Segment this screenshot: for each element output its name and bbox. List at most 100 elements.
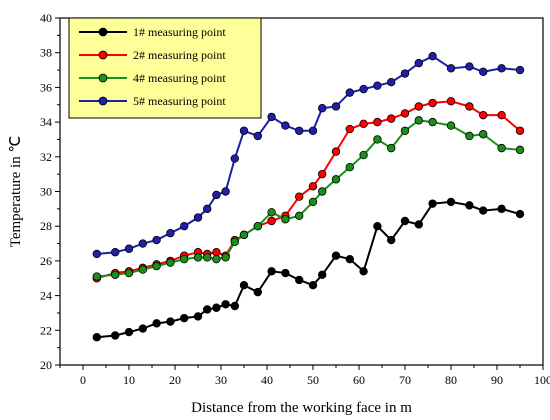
data-point — [497, 64, 506, 73]
data-point — [308, 280, 318, 290]
data-point — [267, 112, 276, 122]
data-point — [465, 131, 474, 141]
data-point — [345, 163, 354, 172]
series-layer — [92, 51, 525, 342]
data-point — [465, 62, 474, 71]
x-tick-label: 20 — [169, 373, 181, 387]
data-point — [497, 143, 506, 153]
data-point — [166, 228, 175, 238]
y-tick-label: 32 — [40, 150, 52, 164]
data-point — [239, 230, 249, 240]
data-point — [400, 109, 410, 118]
data-point — [221, 300, 230, 309]
data-point — [359, 267, 368, 276]
data-point — [202, 204, 212, 214]
data-point — [267, 267, 276, 276]
legend-marker — [98, 96, 108, 106]
data-point — [373, 221, 382, 231]
x-tick-label: 60 — [353, 373, 365, 387]
data-point — [92, 272, 101, 281]
data-point — [110, 331, 120, 340]
x-tick-label: 50 — [307, 373, 319, 387]
data-point — [110, 248, 120, 257]
data-point — [202, 305, 212, 314]
data-point — [446, 197, 456, 207]
data-point — [515, 209, 525, 219]
data-point — [400, 216, 410, 226]
legend-entry: 5# measuring point — [79, 94, 226, 108]
series-4 — [92, 51, 525, 259]
data-point — [124, 268, 134, 278]
data-point — [515, 65, 525, 75]
x-tick-label: 70 — [399, 373, 411, 387]
data-point — [446, 97, 456, 106]
x-tick-label: 100 — [534, 373, 550, 387]
data-point — [166, 317, 175, 326]
data-point — [253, 131, 262, 141]
data-point — [230, 154, 239, 163]
y-tick-label: 24 — [40, 289, 52, 303]
data-point — [331, 147, 341, 156]
legend-entry: 1# measuring point — [79, 25, 226, 39]
data-point — [387, 235, 396, 245]
data-point — [193, 253, 203, 262]
legend-marker — [98, 27, 108, 37]
data-point — [212, 254, 221, 264]
data-point — [179, 221, 189, 231]
data-point — [479, 67, 488, 76]
data-point — [318, 187, 327, 196]
data-point — [345, 254, 354, 264]
data-point — [373, 135, 382, 144]
data-point — [166, 258, 175, 267]
data-point — [179, 313, 189, 323]
data-point — [479, 130, 488, 139]
legend-label: 5# measuring point — [133, 94, 226, 108]
data-point — [295, 211, 304, 220]
data-point — [414, 58, 423, 68]
y-axis-title: Temperature in ℃ — [8, 136, 24, 248]
data-point — [373, 117, 382, 127]
y-tick-label: 36 — [40, 80, 52, 94]
data-point — [230, 237, 239, 247]
data-point — [387, 114, 396, 123]
data-point — [428, 117, 437, 127]
x-tick-label: 0 — [80, 373, 86, 387]
data-point — [267, 216, 276, 226]
y-tick-label: 22 — [40, 323, 52, 337]
data-point — [267, 208, 276, 217]
data-point — [212, 190, 221, 200]
data-point — [428, 199, 437, 208]
data-point — [202, 253, 212, 262]
data-point — [92, 333, 101, 342]
data-point — [387, 77, 396, 87]
data-point — [152, 319, 161, 328]
data-point — [359, 84, 368, 94]
data-point — [318, 104, 327, 113]
data-point — [479, 110, 488, 120]
y-tick-label: 28 — [40, 219, 52, 233]
data-point — [331, 251, 341, 260]
data-point — [138, 324, 147, 333]
data-point — [212, 303, 221, 312]
data-point — [308, 182, 318, 191]
data-point — [446, 121, 456, 130]
data-point — [308, 126, 318, 135]
data-point — [387, 143, 396, 153]
data-point — [92, 249, 101, 259]
x-tick-label: 10 — [123, 373, 135, 387]
legend: 1# measuring point 2# measuring point 4# m… — [68, 17, 262, 119]
data-point — [414, 102, 423, 111]
x-tick-label: 90 — [491, 373, 503, 387]
data-point — [497, 110, 506, 120]
data-point — [414, 116, 423, 125]
data-point — [179, 254, 189, 264]
x-tick-label: 80 — [445, 373, 457, 387]
data-point — [253, 287, 262, 297]
data-point — [428, 51, 437, 61]
data-point — [318, 270, 327, 279]
x-axis-title: Distance from the working face in m — [191, 400, 412, 416]
legend-entry: 4# measuring point — [79, 71, 226, 85]
y-tick-label: 20 — [40, 358, 52, 372]
x-tick-label: 40 — [261, 373, 273, 387]
data-point — [428, 98, 437, 108]
